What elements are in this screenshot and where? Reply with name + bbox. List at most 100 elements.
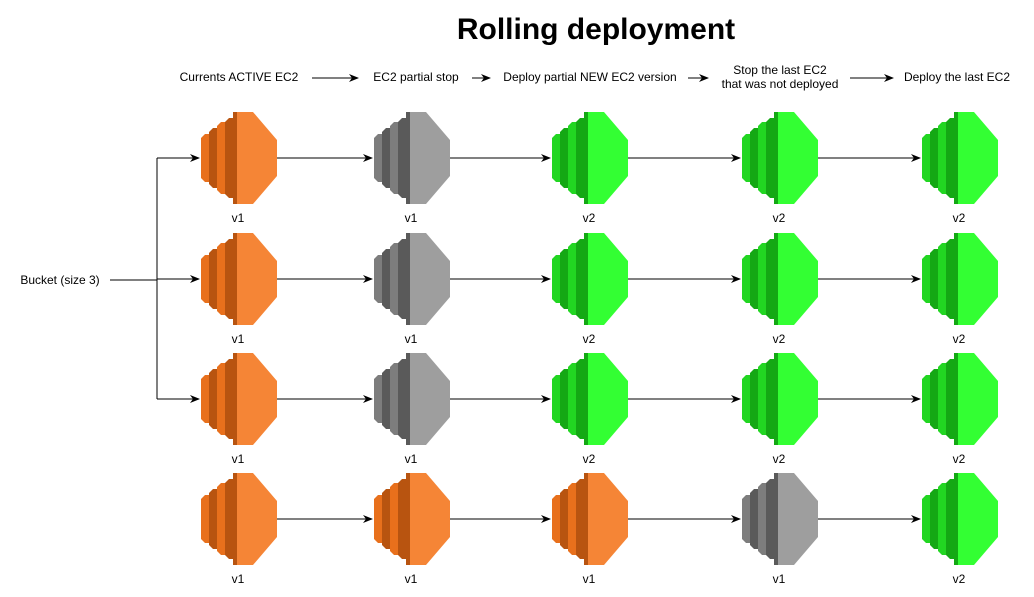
ec2-icon-fin xyxy=(576,239,584,319)
ec2-icon-fin xyxy=(750,249,758,309)
ec2-node: v2 xyxy=(742,353,818,466)
version-label: v2 xyxy=(773,452,786,466)
ec2-node: v2 xyxy=(552,112,628,225)
ec2-instance-icon xyxy=(922,353,998,445)
ec2-instance-icon xyxy=(922,112,998,204)
stage-label-line: Deploy the last EC2 xyxy=(904,70,1010,84)
version-label: v2 xyxy=(953,452,966,466)
ec2-icon-edge xyxy=(233,473,237,565)
ec2-instance-icon xyxy=(201,112,277,204)
version-label: v2 xyxy=(583,452,596,466)
ec2-icon-fin xyxy=(758,243,766,315)
ec2-icon-fin xyxy=(398,239,406,319)
ec2-icon-fin xyxy=(568,483,576,555)
version-label: v1 xyxy=(232,452,245,466)
ec2-icon-fin xyxy=(758,363,766,435)
ec2-node: v2 xyxy=(922,112,998,225)
ec2-icon-face xyxy=(233,473,277,565)
ec2-icon-face xyxy=(584,473,628,565)
ec2-icon-fin xyxy=(552,375,560,423)
ec2-instance-icon xyxy=(552,233,628,325)
ec2-instance-icon xyxy=(374,353,450,445)
version-label: v1 xyxy=(405,572,418,586)
ec2-icon-fin xyxy=(225,359,233,439)
ec2-instance-icon xyxy=(374,473,450,565)
ec2-icon-edge xyxy=(233,233,237,325)
ec2-instance-icon xyxy=(742,353,818,445)
ec2-icon-edge xyxy=(954,353,958,445)
ec2-node: v2 xyxy=(742,112,818,225)
ec2-icon-fin xyxy=(390,483,398,555)
ec2-icon-fin xyxy=(209,369,217,429)
ec2-icon-fin xyxy=(946,118,954,198)
ec2-icon-face xyxy=(584,112,628,204)
ec2-icon-face xyxy=(584,353,628,445)
ec2-icon-edge xyxy=(406,473,410,565)
ec2-icon-edge xyxy=(584,233,588,325)
ec2-icon-edge xyxy=(584,353,588,445)
ec2-icon-fin xyxy=(201,495,209,543)
ec2-icon-fin xyxy=(552,255,560,303)
ec2-icon-fin xyxy=(560,249,568,309)
ec2-icon-face xyxy=(406,473,450,565)
ec2-icon-fin xyxy=(742,134,750,182)
ec2-icon-fin xyxy=(922,495,930,543)
stage-label-5: Deploy the last EC2 xyxy=(904,70,1010,84)
ec2-icon-fin xyxy=(750,489,758,549)
ec2-icon-fin xyxy=(374,255,382,303)
ec2-icon-face xyxy=(774,353,818,445)
ec2-node: v2 xyxy=(922,473,998,586)
ec2-icon-fin xyxy=(560,489,568,549)
ec2-instance-icon xyxy=(552,473,628,565)
version-label: v1 xyxy=(405,332,418,346)
ec2-node: v1 xyxy=(374,473,450,586)
ec2-icon-fin xyxy=(374,375,382,423)
ec2-node: v1 xyxy=(201,233,277,346)
ec2-icon-fin xyxy=(374,495,382,543)
stage-label-line: Stop the last EC2 xyxy=(733,63,827,77)
version-label: v1 xyxy=(773,572,786,586)
ec2-icon-fin xyxy=(930,489,938,549)
ec2-icon-face xyxy=(774,233,818,325)
ec2-icon-fin xyxy=(576,479,584,559)
ec2-icon-fin xyxy=(946,479,954,559)
version-label: v2 xyxy=(953,332,966,346)
version-label: v1 xyxy=(405,452,418,466)
ec2-icon-edge xyxy=(954,233,958,325)
version-label: v1 xyxy=(232,332,245,346)
ec2-instance-icon xyxy=(201,353,277,445)
ec2-icon-fin xyxy=(922,255,930,303)
ec2-icon-fin xyxy=(742,495,750,543)
ec2-icon-fin xyxy=(552,134,560,182)
stage-label-1: Currents ACTIVE EC2 xyxy=(180,70,299,84)
ec2-node: v1 xyxy=(552,473,628,586)
ec2-icon-fin xyxy=(225,479,233,559)
version-label: v2 xyxy=(953,572,966,586)
ec2-icon-edge xyxy=(774,473,778,565)
ec2-icon-edge xyxy=(584,112,588,204)
ec2-instance-icon xyxy=(742,112,818,204)
ec2-icon-fin xyxy=(930,128,938,188)
ec2-icon-fin xyxy=(398,359,406,439)
ec2-icon-fin xyxy=(374,134,382,182)
ec2-icon-fin xyxy=(382,128,390,188)
ec2-node: v2 xyxy=(742,233,818,346)
ec2-icon-edge xyxy=(584,473,588,565)
ec2-instance-icon xyxy=(742,473,818,565)
version-label: v1 xyxy=(232,572,245,586)
ec2-icon-fin xyxy=(225,118,233,198)
ec2-icon-fin xyxy=(382,369,390,429)
ec2-icon-fin xyxy=(938,483,946,555)
ec2-icon-fin xyxy=(560,128,568,188)
ec2-icon-fin xyxy=(201,375,209,423)
ec2-instance-icon xyxy=(552,353,628,445)
ec2-node: v2 xyxy=(552,353,628,466)
ec2-icon-edge xyxy=(954,473,958,565)
ec2-icon-edge xyxy=(406,233,410,325)
ec2-icon-edge xyxy=(406,353,410,445)
version-label: v2 xyxy=(953,211,966,225)
ec2-icon-fin xyxy=(938,363,946,435)
ec2-icon-fin xyxy=(922,134,930,182)
stage-label-line: EC2 partial stop xyxy=(373,70,459,84)
ec2-icon-fin xyxy=(576,118,584,198)
